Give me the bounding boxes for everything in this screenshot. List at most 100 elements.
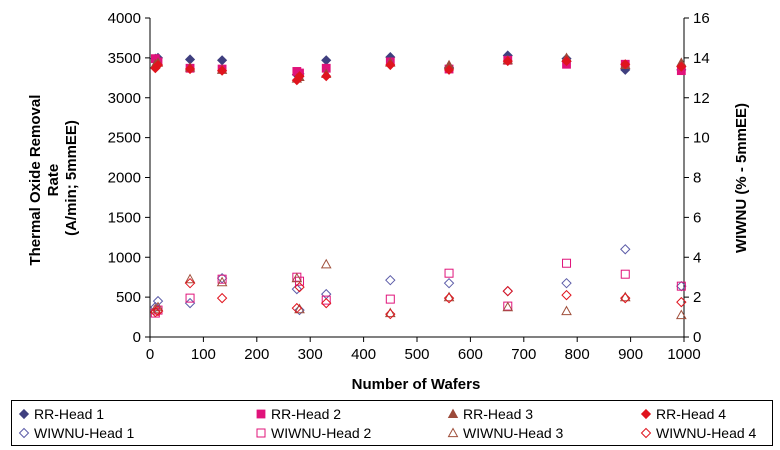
x-tick-label: 0 bbox=[146, 346, 154, 363]
x-tick-label: 900 bbox=[618, 346, 643, 363]
data-point bbox=[561, 277, 572, 289]
legend-marker bbox=[447, 427, 459, 438]
data-point bbox=[676, 296, 687, 308]
series-wiwnu-head-4 bbox=[150, 277, 687, 320]
legend-marker bbox=[256, 428, 266, 438]
data-point bbox=[502, 55, 513, 67]
legend: RR-Head 1 RR-Head 2 RR-Head 3 RR-Head 4 … bbox=[11, 400, 773, 446]
legend-symbol bbox=[18, 427, 30, 439]
right-y-tick-label: 16 bbox=[693, 10, 710, 27]
legend-symbol bbox=[256, 428, 266, 438]
data-point bbox=[294, 303, 305, 314]
left-y-tick-label: 3000 bbox=[108, 90, 141, 107]
legend-symbol bbox=[447, 427, 459, 438]
right-y-tick-label: 6 bbox=[693, 209, 701, 226]
data-point bbox=[676, 61, 687, 72]
data-point bbox=[443, 292, 455, 304]
data-point bbox=[502, 285, 513, 297]
axes: 0 100 200 300 400 500 600 700 800 900 100005001000… bbox=[108, 10, 710, 363]
data-point bbox=[150, 306, 161, 318]
data-point bbox=[620, 59, 631, 70]
x-tick-label: 200 bbox=[244, 346, 269, 363]
legend-marker bbox=[640, 408, 652, 420]
left-y-axis-label-line-3: (A/min; 5mmEE) bbox=[63, 120, 80, 236]
series-wiwnu-head-2 bbox=[150, 258, 686, 318]
data-point bbox=[294, 281, 305, 293]
data-point bbox=[291, 272, 303, 283]
data-point bbox=[619, 291, 631, 302]
data-point bbox=[561, 55, 572, 67]
legend-symbol bbox=[447, 408, 459, 419]
data-point bbox=[152, 295, 164, 307]
data-point bbox=[216, 292, 228, 304]
left-y-tick-label: 2500 bbox=[108, 130, 141, 147]
data-point bbox=[675, 309, 687, 320]
data-point bbox=[185, 293, 195, 303]
data-point bbox=[385, 59, 396, 71]
data-point bbox=[385, 308, 396, 320]
legend-label: RR-Head 4 bbox=[656, 406, 727, 422]
x-tick-label: 400 bbox=[351, 346, 376, 363]
series-rr-head-4 bbox=[150, 55, 687, 86]
series-wiwnu-head-1 bbox=[150, 244, 687, 316]
data-point bbox=[291, 283, 303, 295]
chart: 0 100 200 300 400 500 600 700 800 900 100005001000… bbox=[27, 10, 750, 393]
data-point bbox=[620, 269, 630, 279]
data-point bbox=[561, 305, 572, 316]
data-point bbox=[321, 55, 332, 66]
series-rr-head-3 bbox=[150, 52, 687, 83]
left-y-tick-label: 0 bbox=[133, 329, 141, 346]
data-point bbox=[291, 302, 303, 314]
left-y-tick-label: 4000 bbox=[108, 10, 141, 27]
data-point bbox=[620, 292, 631, 304]
legend-label: RR-Head 3 bbox=[463, 406, 534, 422]
left-y-tick-label: 1000 bbox=[108, 249, 141, 266]
data-point bbox=[321, 288, 332, 300]
legend-marker bbox=[18, 427, 30, 439]
right-y-tick-label: 10 bbox=[693, 130, 710, 147]
left-y-axis-label: Thermal Oxide Removal Rate (A/min; 5mmEE… bbox=[27, 90, 80, 265]
data-point bbox=[152, 59, 164, 71]
data-point bbox=[152, 305, 164, 317]
data-point bbox=[184, 63, 196, 75]
data-point bbox=[217, 55, 228, 66]
data-point bbox=[294, 304, 305, 316]
legend-label: WIWNU-Head 3 bbox=[463, 425, 564, 441]
left-y-tick-label: 3500 bbox=[108, 50, 141, 67]
data-point bbox=[217, 274, 227, 284]
data-point bbox=[502, 285, 513, 297]
legend-marker bbox=[18, 408, 30, 420]
left-y-tick-label: 2000 bbox=[108, 170, 141, 187]
legend-marker bbox=[640, 427, 652, 439]
data-point bbox=[444, 268, 454, 278]
x-axis-label: Number of Wafers bbox=[352, 376, 481, 393]
legend-label: WIWNU-Head 1 bbox=[34, 425, 135, 441]
x-tick-label: 300 bbox=[298, 346, 323, 363]
data-point bbox=[295, 276, 305, 286]
series-wiwnu-head-3 bbox=[149, 258, 687, 320]
data-point bbox=[321, 71, 332, 82]
left-y-axis-label-line-2: Rate bbox=[45, 164, 62, 197]
legend-symbol bbox=[18, 408, 30, 420]
right-y-axis-label: WIWNU (% - 5mmEE) bbox=[733, 103, 750, 253]
left-y-axis-label-line-1: Thermal Oxide Removal bbox=[27, 95, 44, 266]
left-y-tick-label: 500 bbox=[116, 289, 141, 306]
data-point bbox=[562, 258, 572, 268]
legend-label: RR-Head 2 bbox=[271, 406, 342, 422]
data-point bbox=[321, 297, 332, 309]
data-point bbox=[676, 281, 686, 291]
data-point bbox=[216, 276, 228, 287]
data-point bbox=[561, 289, 572, 301]
right-y-tick-label: 0 bbox=[693, 329, 701, 346]
x-tick-label: 800 bbox=[565, 346, 590, 363]
data-point bbox=[385, 294, 395, 304]
x-tick-label: 1000 bbox=[667, 346, 700, 363]
data-point bbox=[320, 258, 332, 269]
legend-label: WIWNU-Head 2 bbox=[271, 425, 372, 441]
data-point bbox=[294, 71, 305, 82]
series-rr-head-1 bbox=[150, 50, 687, 80]
data-point bbox=[443, 277, 455, 289]
x-tick-label: 500 bbox=[404, 346, 429, 363]
data-point bbox=[384, 307, 396, 318]
data-point bbox=[385, 274, 396, 286]
